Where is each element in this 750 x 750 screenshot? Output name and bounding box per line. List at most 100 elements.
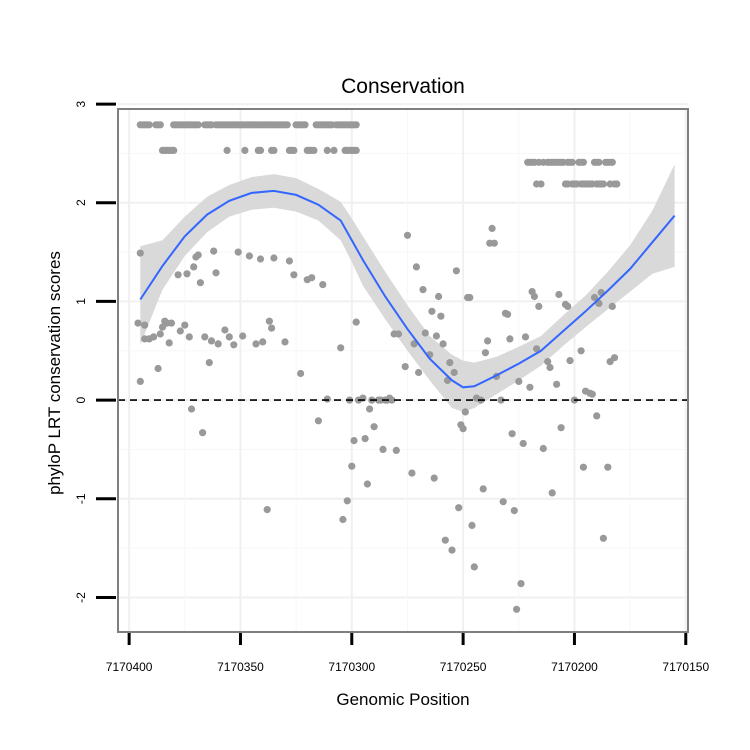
chart-title: Conservation <box>341 75 465 98</box>
data-point <box>415 368 423 377</box>
smooth-fit-line <box>139 189 676 389</box>
data-point <box>201 333 209 341</box>
y-axis: -2 -1 0 1 2 3 <box>74 100 116 603</box>
data-point <box>544 358 552 366</box>
data-point <box>239 332 247 340</box>
data-point <box>350 437 358 445</box>
x-tick-label: 7170300 <box>328 660 375 674</box>
data-point <box>339 515 347 524</box>
y-tick-label: 0 <box>74 396 88 403</box>
data-point <box>156 121 164 129</box>
data-point <box>221 326 229 334</box>
data-point <box>437 312 445 320</box>
data-point <box>194 121 202 129</box>
data-point <box>392 446 400 454</box>
data-point <box>190 263 198 271</box>
data-point <box>379 445 387 453</box>
data-point <box>566 357 574 365</box>
data-point <box>504 310 512 318</box>
data-point <box>577 347 585 355</box>
data-point <box>181 321 189 329</box>
data-point <box>497 396 505 404</box>
data-point <box>265 317 273 325</box>
data-point <box>613 180 621 188</box>
data-point <box>459 425 467 433</box>
data-point <box>301 121 309 129</box>
y-tick-label: -2 <box>74 592 88 603</box>
data-point <box>553 380 561 388</box>
data-point <box>187 405 196 413</box>
data-point <box>510 507 518 515</box>
data-point <box>530 292 539 301</box>
data-point <box>225 333 233 341</box>
data-point <box>214 340 222 348</box>
x-tick-label: 7170150 <box>662 660 709 674</box>
data-point <box>170 146 178 154</box>
data-point <box>521 333 530 341</box>
data-point <box>412 263 420 271</box>
plot-frame <box>117 108 689 633</box>
data-point <box>136 377 144 385</box>
data-point <box>508 430 516 438</box>
data-point <box>314 417 322 425</box>
data-point <box>588 390 596 398</box>
data-point <box>308 274 316 282</box>
data-point <box>430 474 438 482</box>
data-point <box>348 462 356 470</box>
data-point <box>245 252 253 260</box>
data-point <box>167 319 175 327</box>
data-point <box>352 318 360 326</box>
data-point <box>185 333 193 341</box>
data-point <box>421 329 429 337</box>
x-axis: 7170400 7170350 7170300 7170250 7170200 71701… <box>106 633 709 674</box>
data-point <box>323 146 331 154</box>
data-point <box>388 396 396 404</box>
data-point <box>363 480 371 488</box>
data-point <box>210 247 218 255</box>
data-point <box>448 546 456 554</box>
data-point <box>234 248 242 256</box>
data-point <box>590 293 599 302</box>
data-point <box>281 338 289 346</box>
data-point <box>283 121 291 129</box>
data-point <box>539 444 547 453</box>
data-point <box>466 293 474 302</box>
data-point <box>548 489 556 497</box>
data-point <box>401 363 409 371</box>
data-point <box>297 369 305 378</box>
data-point <box>517 580 525 588</box>
data-point <box>270 254 278 262</box>
data-point <box>150 333 158 341</box>
data-point <box>366 405 374 413</box>
data-point <box>343 497 351 505</box>
data-point <box>470 563 478 571</box>
data-point <box>199 429 207 437</box>
x-tick-label: 7170250 <box>440 660 487 674</box>
data-point <box>285 257 293 265</box>
data-point <box>450 368 458 377</box>
data-point <box>196 279 204 287</box>
y-tick-label: 1 <box>74 298 88 305</box>
data-point <box>259 338 267 346</box>
data-point <box>256 146 265 154</box>
data-point <box>134 319 142 327</box>
data-point <box>256 255 265 263</box>
data-point <box>156 330 164 338</box>
data-point <box>593 412 601 420</box>
data-point <box>435 292 443 301</box>
data-point <box>608 302 616 310</box>
data-point <box>555 290 563 299</box>
data-point <box>207 337 216 345</box>
data-point <box>484 337 492 345</box>
data-point <box>526 383 534 391</box>
data-point <box>194 251 202 259</box>
data-point <box>432 332 440 340</box>
data-point <box>610 354 619 362</box>
data-point <box>205 359 213 367</box>
data-point <box>176 327 184 335</box>
data-point <box>319 281 327 289</box>
y-axis-title: phyloP LRT conservation scores <box>45 251 64 495</box>
data-point <box>557 424 565 432</box>
data-point <box>337 344 345 352</box>
